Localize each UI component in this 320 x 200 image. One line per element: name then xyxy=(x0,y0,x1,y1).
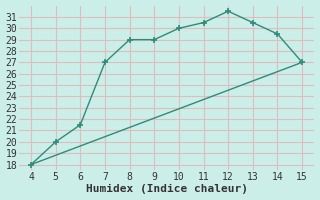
X-axis label: Humidex (Indice chaleur): Humidex (Indice chaleur) xyxy=(85,184,248,194)
